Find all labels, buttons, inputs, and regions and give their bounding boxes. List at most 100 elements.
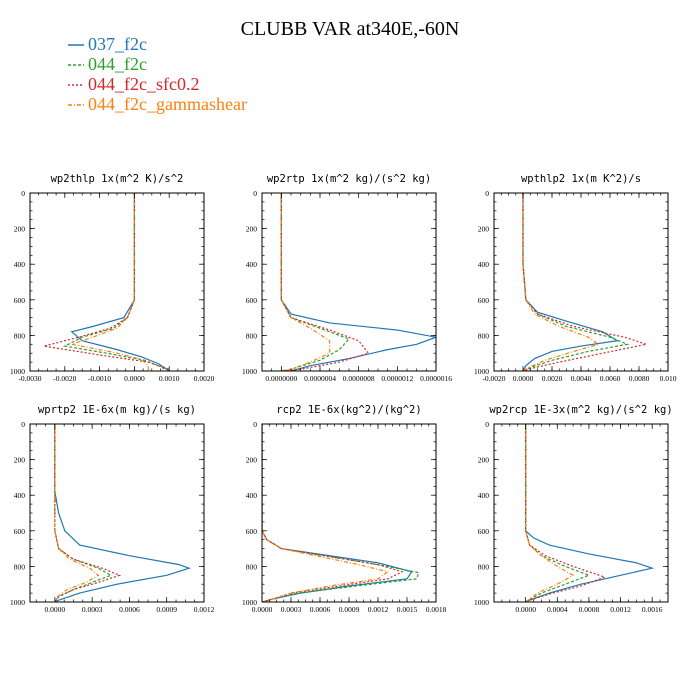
x-tick-label: 0.0000012 — [381, 374, 413, 383]
y-tick-label: 800 — [14, 331, 26, 340]
series-line-044_f2c_sfc0.2 — [262, 424, 404, 602]
y-tick-label: 800 — [246, 562, 258, 571]
y-tick-label: 400 — [478, 260, 490, 269]
y-tick-label: 200 — [14, 456, 26, 465]
x-tick-label: 0.0000 — [124, 374, 145, 383]
plot-frame — [261, 192, 437, 372]
x-tick-label: 0.0000008 — [343, 374, 375, 383]
y-tick-label: 400 — [14, 491, 26, 500]
x-tick-label: 0.0000 — [252, 605, 273, 614]
x-tick-label: 0.0009 — [339, 605, 360, 614]
series-line-044_f2c — [525, 424, 591, 602]
series-line-044_f2c — [262, 424, 420, 602]
x-tick-label: -0.0020 — [53, 374, 76, 383]
y-tick-label: 600 — [14, 527, 26, 536]
y-tick-label: 800 — [478, 562, 490, 571]
legend-label: 044_f2c_sfc0.2 — [88, 74, 199, 94]
legend-entry: 037_f2c — [68, 34, 147, 54]
y-tick-label: 800 — [14, 562, 26, 571]
legend-entry: 044_f2c_gammashear — [68, 94, 247, 114]
panel-title: wp2rtp 1x(m^2 kg)/(s^2 kg) — [267, 173, 431, 185]
panel-title: wp2thlp 1x(m^2 K)/s^2 — [51, 173, 184, 185]
panel: wpthlp2 1x(m K^2)/s 0 200 400 600 800 1000-0.0… — [474, 173, 677, 383]
y-tick-label: 200 — [246, 225, 258, 234]
x-tick-label: 0.0000004 — [304, 374, 336, 383]
x-tick-label: 0.0080 — [629, 374, 650, 383]
x-tick-label: 0.0000016 — [420, 374, 452, 383]
x-tick-label: 0.0012 — [194, 605, 215, 614]
panel: rcp2 1E-6x(kg^2)/(kg^2) 0 200 400 600 800 1000… — [242, 404, 447, 614]
x-tick-label: 0.0006 — [119, 605, 140, 614]
series-line-044_f2c_gammashear — [280, 193, 331, 371]
series-line-044_f2c — [280, 193, 351, 371]
x-tick-label: 0.0040 — [571, 374, 592, 383]
y-tick-label: 400 — [478, 491, 490, 500]
y-tick-label: 200 — [478, 225, 490, 234]
x-tick-label: 0.0020 — [542, 374, 563, 383]
y-tick-label: 200 — [246, 456, 258, 465]
series-group — [54, 424, 191, 602]
plot-frame — [29, 192, 205, 372]
x-tick-label: 0.0000 — [515, 605, 536, 614]
y-tick-label: 1000 — [10, 598, 25, 607]
panel-title: rcp2 1E-6x(kg^2)/(kg^2) — [276, 404, 421, 416]
x-tick-label: 0.0020 — [194, 374, 215, 383]
series-line-044_f2c_gammashear — [522, 193, 600, 371]
y-tick-label: 1000 — [10, 367, 25, 376]
series-line-044_f2c — [54, 424, 113, 602]
x-tick-label: 0.0010 — [159, 374, 180, 383]
y-tick-label: 600 — [14, 296, 26, 305]
series-line-044_f2c_sfc0.2 — [525, 424, 607, 602]
series-line-044_f2c — [62, 193, 167, 371]
x-tick-label: 0.0012 — [368, 605, 389, 614]
series-line-037_f2c — [262, 424, 413, 602]
series-line-037_f2c — [70, 193, 170, 371]
x-tick-label: 0.0012 — [610, 605, 631, 614]
y-tick-label: 0 — [253, 420, 257, 429]
x-tick-label: 0.010 — [660, 374, 677, 383]
x-tick-label: 0.0000 — [513, 374, 534, 383]
legend-label: 044_f2c — [88, 54, 147, 74]
y-tick-label: 0 — [485, 189, 489, 198]
y-tick-label: 800 — [478, 331, 490, 340]
y-tick-label: 800 — [246, 331, 258, 340]
plot-frame — [29, 423, 205, 603]
series-group — [522, 193, 649, 371]
legend: 037_f2c044_f2c044_f2c_sfc0.2044_f2c_gamm… — [68, 34, 247, 114]
x-tick-label: 0.0004 — [547, 605, 568, 614]
y-tick-label: 400 — [246, 260, 258, 269]
legend-entry: 044_f2c — [68, 54, 147, 74]
panel: wprtp2 1E-6x(m kg)/(s kg) 0 200 400 600 800 10… — [10, 404, 215, 614]
series-group — [525, 424, 655, 602]
plot-frame — [493, 192, 669, 372]
y-tick-label: 600 — [478, 296, 490, 305]
x-tick-label: -0.0010 — [88, 374, 111, 383]
series-line-044_f2c_gammashear — [262, 424, 390, 602]
x-tick-label: 0.0018 — [426, 605, 447, 614]
series-line-037_f2c — [54, 424, 191, 602]
series-line-037_f2c — [280, 193, 436, 371]
y-tick-label: 1000 — [242, 367, 257, 376]
series-line-044_f2c_gammashear — [525, 424, 575, 602]
y-tick-label: 1000 — [474, 367, 489, 376]
x-tick-label: 0.0015 — [397, 605, 418, 614]
x-tick-label: 0.0003 — [82, 605, 103, 614]
series-group — [280, 193, 436, 371]
series-line-044_f2c_sfc0.2 — [43, 193, 170, 371]
panels: wp2thlp 1x(m^2 K)/s^2 0 200 400 600 800 1000 -0… — [10, 173, 677, 614]
series-line-044_f2c_gammashear — [69, 193, 149, 371]
y-tick-label: 400 — [246, 491, 258, 500]
panel: wp2rcp 1E-3x(m^2 kg)/(s^2 kg)0 200 400 600 8… — [474, 404, 673, 614]
y-tick-label: 1000 — [474, 598, 489, 607]
y-tick-label: 1000 — [242, 598, 257, 607]
series-line-044_f2c_sfc0.2 — [54, 424, 122, 602]
legend-label: 044_f2c_gammashear — [88, 94, 247, 114]
series-group — [262, 424, 420, 602]
x-tick-label: 0.0000000 — [265, 374, 297, 383]
series-line-044_f2c_gammashear — [54, 424, 100, 602]
x-tick-label: 0.0016 — [642, 605, 663, 614]
y-tick-label: 0 — [253, 189, 257, 198]
figure-title: CLUBB VAR at340E,-60N — [241, 18, 460, 40]
y-tick-label: 0 — [21, 420, 25, 429]
